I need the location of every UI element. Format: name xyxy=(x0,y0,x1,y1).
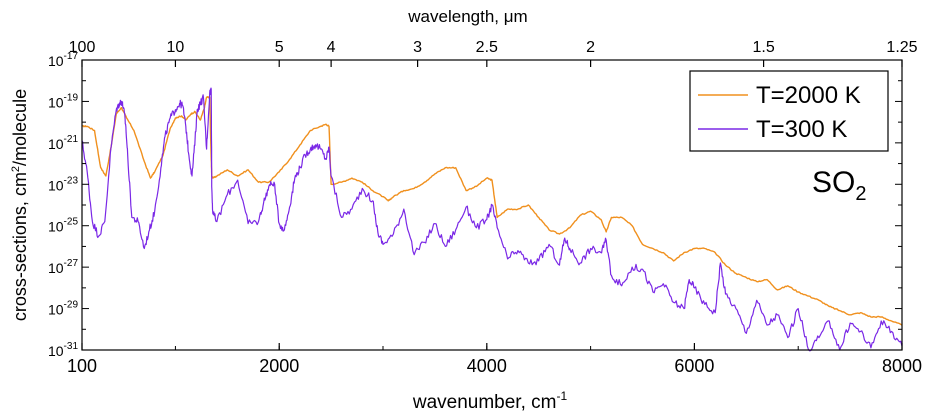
y-axis-title-sup: 2 xyxy=(10,166,22,172)
y-axis-title: cross-sections, cm2/molecule xyxy=(10,89,30,321)
top-tick-label: 1.25 xyxy=(886,39,917,56)
y-axis-title-main: cross-sections, cm xyxy=(10,172,30,321)
x-tick-label: 100 xyxy=(67,356,97,376)
series-line-2000k xyxy=(81,95,903,326)
legend-label-2000k: T=2000 K xyxy=(756,82,861,109)
y-tick-label: 10-31 xyxy=(48,341,78,359)
x-tick-label: 4000 xyxy=(467,356,507,376)
series-line-300k xyxy=(81,87,903,352)
x-axis-title-sup: -1 xyxy=(556,389,567,403)
axis-ticks xyxy=(81,59,903,351)
y-tick-label: 10-27 xyxy=(48,258,78,276)
top-tick-label: 1.5 xyxy=(752,39,774,56)
top-tick-label: 2 xyxy=(586,39,595,56)
y-tick-label: 10-19 xyxy=(48,92,78,110)
top-tick-label: 10 xyxy=(167,39,185,56)
top-tick-label: 3 xyxy=(413,39,422,56)
top-tick-label: 4 xyxy=(327,39,336,56)
top-tick-label: 100 xyxy=(69,39,96,56)
x-axis-title-main: wavenumber, cm xyxy=(412,392,557,413)
top-axis-title: wavelength, μm xyxy=(407,7,527,26)
top-tick-label: 5 xyxy=(275,39,284,56)
plot-lines xyxy=(81,87,903,352)
legend-label-300k: T=300 K xyxy=(756,116,847,143)
legend-box xyxy=(689,70,889,152)
x-tick-label: 6000 xyxy=(674,356,714,376)
y-tick-label: 10-21 xyxy=(48,134,78,152)
molecule-annotation: SO2 xyxy=(812,166,866,205)
y-tick-label: 10-23 xyxy=(48,175,78,193)
molecule-annotation-main: SO xyxy=(812,166,855,199)
y-tick-label: 10-17 xyxy=(48,51,78,69)
y-axis-title-tail: /molecule xyxy=(10,89,30,166)
x-axis-title: wavenumber, cm-1 xyxy=(412,389,568,413)
top-tick-label: 2.5 xyxy=(476,39,498,56)
tick-labels: 100 2000 4000 6000 8000 100 10 5 4 3 2.5 2 1.5 1.25 10… xyxy=(48,39,922,376)
molecule-annotation-sub: 2 xyxy=(855,183,866,205)
legend: T=2000 K T=300 K xyxy=(689,70,889,152)
y-tick-label: 10-25 xyxy=(48,217,78,235)
x-tick-label: 2000 xyxy=(259,356,299,376)
y-tick-label: 10-29 xyxy=(48,300,78,318)
x-tick-label: 8000 xyxy=(882,356,922,376)
